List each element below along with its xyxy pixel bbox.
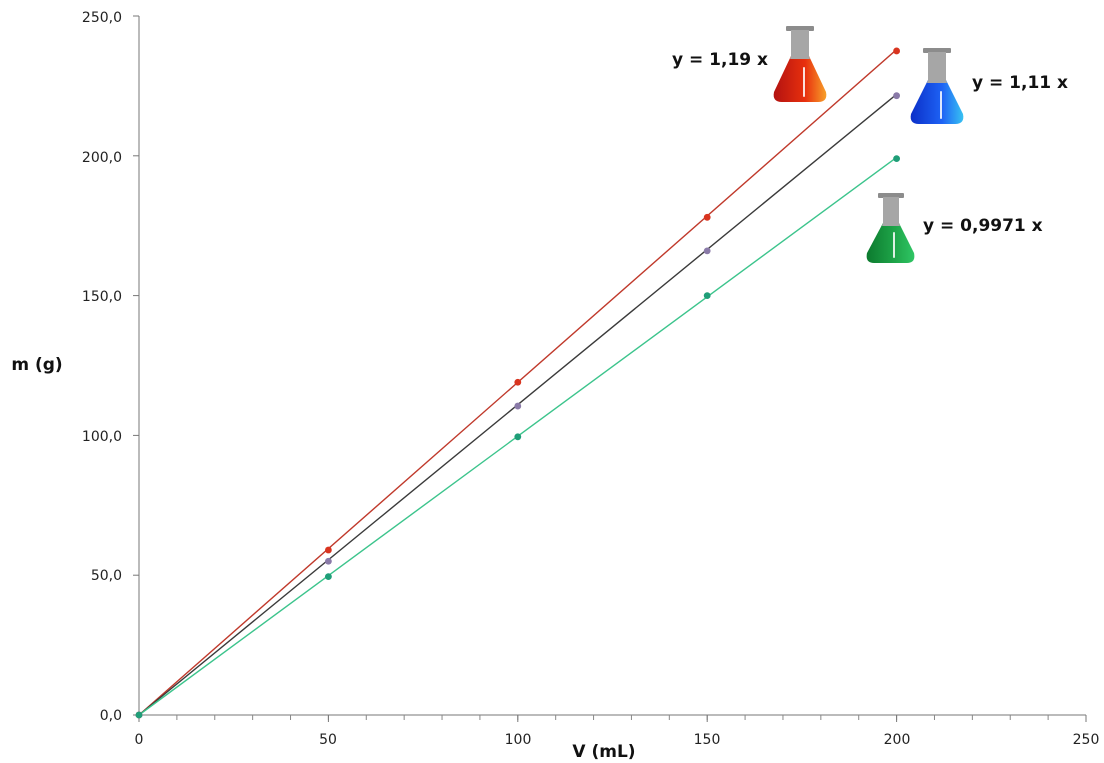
y-tick-labels: 0,0 50,0 100,0 150,0 200,0 250,0: [82, 10, 122, 724]
data-point-green: [703, 292, 711, 299]
equation-label-blue: y = 1,11 x: [972, 73, 1068, 93]
data-point-blue: [514, 402, 522, 410]
data-point-blue: [325, 557, 332, 565]
data-point-blue: [703, 247, 711, 255]
y-tick-label-100: 100,0: [82, 429, 122, 445]
x-tick-labels: 0 50 100 150 200 250: [135, 732, 1100, 748]
y-tick-label-50: 50,0: [91, 568, 122, 584]
y-axis-title: m (g): [11, 355, 62, 375]
x-tick-label-0: 0: [135, 732, 144, 748]
equation-label-red: y = 1,19 x: [672, 50, 768, 70]
axes: [138, 16, 1086, 716]
data-point-red: [514, 378, 522, 386]
data-point-blue: [893, 92, 900, 100]
x-tick-label-100: 100: [505, 732, 532, 748]
series-points: [135, 47, 900, 719]
y-tick-label-250: 250,0: [82, 10, 122, 26]
x-ticks: [138, 715, 1087, 722]
equation-label-green: y = 0,9971 x: [923, 216, 1043, 236]
data-point-green: [325, 573, 332, 580]
red-flask-icon: [773, 26, 827, 102]
data-point-red: [325, 546, 332, 554]
x-tick-label-150: 150: [694, 732, 721, 748]
data-point-red: [703, 213, 711, 221]
y-tick-label-0: 0,0: [100, 708, 122, 724]
y-tick-label-150: 150,0: [82, 289, 122, 305]
blue-flask-icon: [910, 48, 964, 124]
data-point-green: [893, 155, 900, 162]
x-tick-label-200: 200: [884, 732, 911, 748]
x-minor-ticks: [138, 715, 1087, 720]
data-point-green: [514, 433, 522, 441]
y-ticks: [133, 15, 139, 716]
x-tick-label-50: 50: [319, 732, 337, 748]
data-point-red: [893, 47, 900, 55]
green-flask-icon: [866, 193, 915, 263]
x-tick-label-250: 250: [1073, 732, 1100, 748]
data-point-green: [135, 711, 143, 719]
x-axis-title: V (mL): [572, 742, 635, 762]
y-tick-label-200: 200,0: [82, 150, 122, 166]
